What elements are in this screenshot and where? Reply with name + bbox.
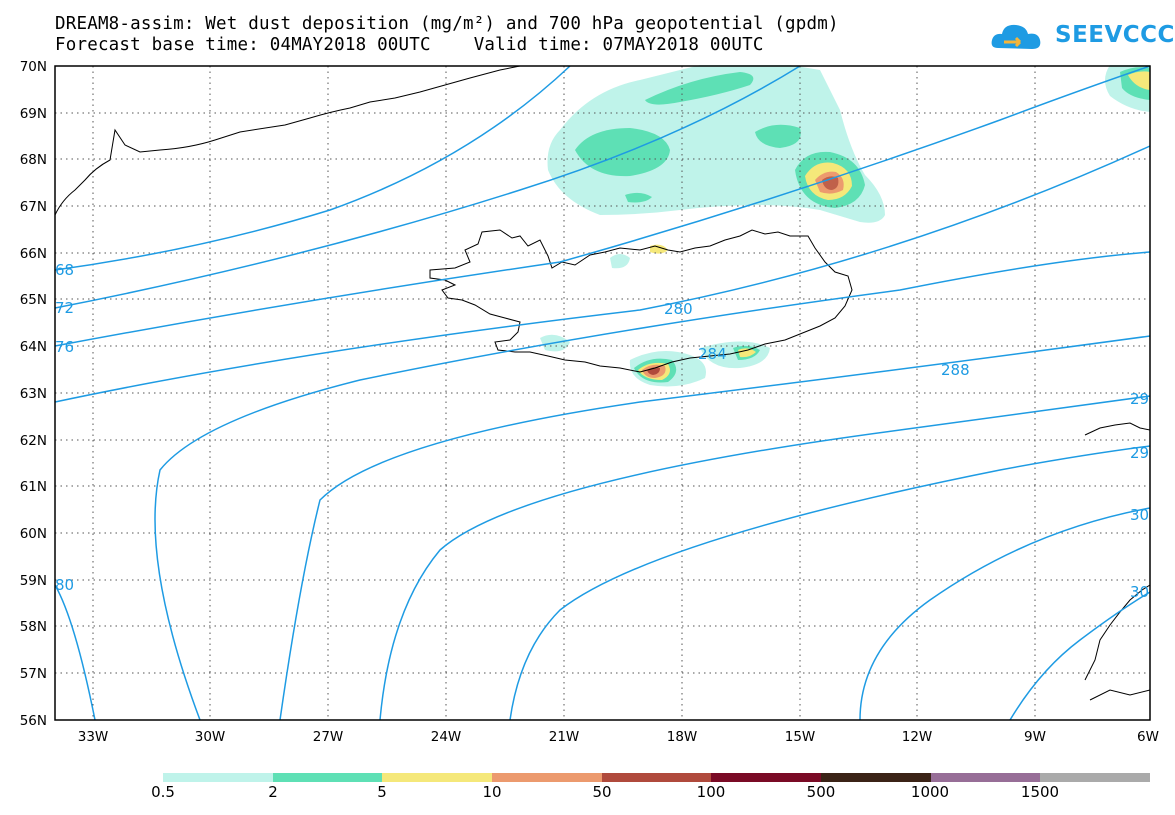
lat-label: 61N: [20, 479, 47, 495]
legend-swatch: [601, 773, 712, 782]
lon-label: 15W: [785, 729, 816, 745]
lat-label: 70N: [20, 59, 47, 75]
legend-swatch: [711, 773, 822, 782]
legend-label: 0.5: [151, 783, 175, 801]
contour-label: 280: [664, 300, 693, 318]
legend-swatch: [930, 773, 1041, 782]
lat-label: 57N: [20, 666, 47, 682]
legend-swatch: [821, 773, 931, 782]
dust-area-yellow: [1128, 71, 1150, 90]
lat-label: 68N: [20, 152, 47, 168]
map-grid: [55, 66, 1150, 720]
legend-swatch: [163, 773, 273, 782]
lat-label: 67N: [20, 199, 47, 215]
contour-label: 288: [941, 361, 970, 379]
contour-label: 30: [1130, 506, 1149, 524]
lon-label: 21W: [549, 729, 580, 745]
dust-area-medium: [575, 128, 670, 177]
map-frame: [54, 65, 1151, 721]
lat-label: 63N: [20, 386, 47, 402]
legend-label: 2: [268, 783, 278, 801]
color-legend: [163, 773, 1151, 782]
dust-area-yellow: [738, 348, 756, 358]
legend-label: 10: [482, 783, 502, 801]
legend-label: 5: [377, 783, 387, 801]
contour-label: 80: [55, 576, 74, 594]
legend-label: 1000: [910, 783, 950, 801]
lat-label: 58N: [20, 619, 47, 635]
contour-label: 68: [55, 261, 74, 279]
lon-label: 18W: [667, 729, 698, 745]
contour-labels: 68 72 76 280 284 288 29 29 30 30 80: [55, 261, 1149, 601]
dust-area-light: [610, 254, 630, 269]
dust-area-medium: [645, 72, 754, 105]
faroe-coast: [1084, 422, 1151, 436]
lat-label: 65N: [20, 292, 47, 308]
contour-label: 30: [1130, 583, 1149, 601]
contour-label: 76: [55, 338, 74, 356]
longitude-labels: 33W 30W 27W 24W 21W 18W 15W 12W 9W 6W: [78, 729, 1159, 745]
geopotential-contours: [54, 65, 1151, 721]
logo-text: SEEVCCC: [1055, 22, 1175, 48]
dust-area-medium: [625, 192, 652, 203]
lon-label: 12W: [902, 729, 933, 745]
lon-label: 33W: [78, 729, 109, 745]
contour-label: 29: [1130, 444, 1149, 462]
legend-swatch: [492, 773, 602, 782]
iceland-coast: [429, 229, 853, 373]
lat-label: 64N: [20, 339, 47, 355]
lon-label: 9W: [1024, 729, 1046, 745]
legend-label: 100: [696, 783, 726, 801]
lat-label: 60N: [20, 526, 47, 542]
lon-label: 6W: [1137, 729, 1159, 745]
legend-swatch: [382, 773, 493, 782]
chart-subtitle: Forecast base time: 04MAY2018 00UTC Vali…: [55, 35, 764, 55]
legend-swatch: [1040, 773, 1151, 782]
lat-label: 69N: [20, 106, 47, 122]
lat-label: 56N: [20, 713, 47, 729]
dust-area-yellow: [650, 244, 668, 254]
lon-label: 30W: [195, 729, 226, 745]
lon-label: 27W: [313, 729, 344, 745]
scotland-coast: [1084, 584, 1151, 701]
cloud-icon: [991, 24, 1041, 49]
dust-shading: [540, 65, 1150, 387]
latitude-labels: 70N 69N 68N 67N 66N 65N 64N 63N 62N 61N …: [20, 59, 47, 729]
contour-label: 29: [1130, 390, 1149, 408]
lon-label: 24W: [431, 729, 462, 745]
greenland-coast: [54, 65, 521, 216]
lat-label: 62N: [20, 433, 47, 449]
legend-label: 500: [806, 783, 836, 801]
legend-swatch: [272, 773, 383, 782]
contour-label: 284: [698, 345, 727, 363]
dust-area-medium: [755, 124, 801, 148]
lat-label: 66N: [20, 246, 47, 262]
contour-label: 72: [55, 299, 74, 317]
lat-label: 59N: [20, 573, 47, 589]
legend-label: 1500: [1020, 783, 1060, 801]
map-plot: 68 72 76 280 284 288 29 29 30 30 80 70N …: [20, 59, 1159, 745]
chart-title: DREAM8-assim: Wet dust deposition (mg/m²…: [55, 14, 839, 34]
legend-label: 50: [592, 783, 612, 801]
